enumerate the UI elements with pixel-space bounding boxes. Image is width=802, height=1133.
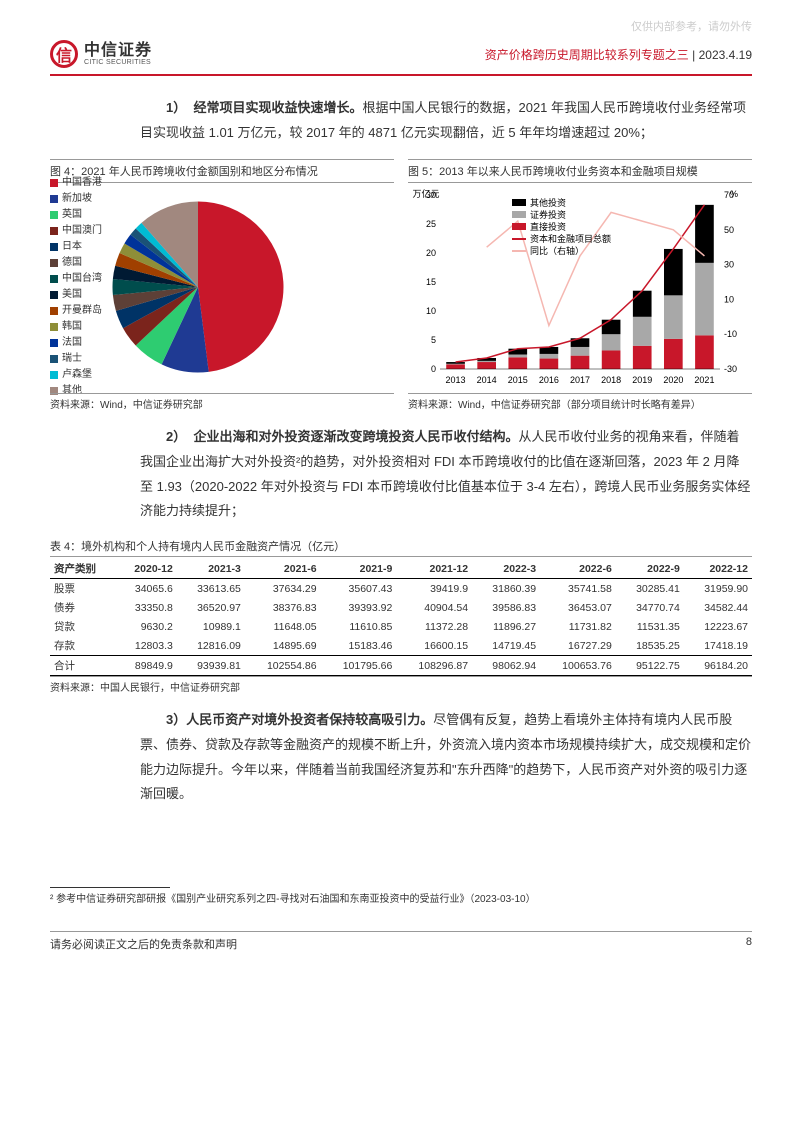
svg-text:2019: 2019	[632, 375, 652, 385]
svg-text:2014: 2014	[477, 375, 497, 385]
svg-text:直接投资: 直接投资	[530, 221, 566, 232]
svg-text:2016: 2016	[539, 375, 559, 385]
svg-text:2020: 2020	[663, 375, 683, 385]
svg-text:同比（右轴）: 同比（右轴）	[530, 245, 584, 256]
svg-text:2021: 2021	[694, 375, 714, 385]
svg-text:10: 10	[724, 295, 734, 305]
table-4: 资产类别2020-122021-32021-62021-92021-122022…	[50, 559, 752, 676]
logo-icon: 信	[50, 40, 78, 68]
svg-text:资本和金融项目总额: 资本和金融项目总额	[530, 233, 611, 244]
chart5-source: 资料来源：Wind，中信证券研究部（部分项目统计时长略有差异）	[408, 393, 752, 411]
logo-cn: 中信证券	[84, 43, 152, 59]
svg-text:0: 0	[431, 364, 436, 374]
svg-text:10: 10	[426, 306, 436, 316]
svg-text:25: 25	[426, 219, 436, 229]
footnote: ² 参考中信证券研究部研报《国别产业研究系列之四-寻找对石油国和东南亚投资中的受…	[50, 892, 752, 907]
header-title: 资产价格跨历史周期比较系列专题之三 | 2023.4.19	[485, 46, 752, 63]
svg-text:-10: -10	[724, 330, 737, 340]
logo: 信 中信证券 CITIC SECURITIES	[50, 40, 152, 68]
page-header: 信 中信证券 CITIC SECURITIES 资产价格跨历史周期比较系列专题之…	[50, 40, 752, 76]
svg-text:%: %	[730, 189, 738, 199]
svg-text:5: 5	[431, 335, 436, 345]
chart-5: 图 5：2013 年以来人民币跨境收付业务资本和金融项目规模 051015202…	[408, 159, 752, 387]
chart4-legend: 中国香港新加坡英国中国澳门日本德国中国台湾美国开曼群岛韩国法国瑞士卢森堡其他	[50, 175, 102, 399]
chart4-source: 资料来源：Wind，中信证券研究部	[50, 393, 394, 411]
chart5-title: 图 5：2013 年以来人民币跨境收付业务资本和金融项目规模	[408, 159, 752, 183]
table4-title: 表 4：境外机构和个人持有境内人民币金融资产情况（亿元）	[50, 538, 752, 557]
svg-text:50: 50	[724, 225, 734, 235]
svg-text:万亿元: 万亿元	[412, 188, 439, 199]
watermark: 仅供内部参考，请勿外传	[631, 18, 752, 34]
svg-text:30: 30	[724, 260, 734, 270]
bar-chart: 051015202530-30-1010305070万亿元%2013201420…	[408, 187, 748, 387]
paragraph-3: 3）人民币资产对境外投资者保持较高吸引力。尽管偶有反复，趋势上看境外主体持有境内…	[50, 708, 752, 807]
paragraph-1: 1） 经常项目实现收益快速增长。根据中国人民银行的数据，2021 年我国人民币跨…	[50, 96, 752, 145]
chart-4: 图 4：2021 年人民币跨境收付金额国别和地区分布情况 中国香港新加坡英国中国…	[50, 159, 394, 387]
svg-text:2015: 2015	[508, 375, 528, 385]
footer-left: 请务必阅读正文之后的免责条款和声明	[50, 936, 237, 952]
footnote-rule	[50, 887, 170, 888]
svg-text:证券投资: 证券投资	[530, 209, 566, 220]
svg-text:-30: -30	[724, 364, 737, 374]
page-number: 8	[746, 936, 752, 952]
svg-text:其他投资: 其他投资	[530, 197, 566, 208]
svg-text:2017: 2017	[570, 375, 590, 385]
svg-text:2013: 2013	[446, 375, 466, 385]
svg-text:2018: 2018	[601, 375, 621, 385]
pie-chart	[108, 197, 288, 377]
logo-en: CITIC SECURITIES	[84, 59, 152, 66]
table4-source: 资料来源：中国人民银行，中信证券研究部	[50, 676, 752, 694]
footer: 请务必阅读正文之后的免责条款和声明 8	[50, 931, 752, 952]
svg-text:20: 20	[426, 248, 436, 258]
svg-text:15: 15	[426, 277, 436, 287]
paragraph-2: 2） 企业出海和对外投资逐渐改变跨境投资人民币收付结构。从人民币收付业务的视角来…	[50, 425, 752, 524]
